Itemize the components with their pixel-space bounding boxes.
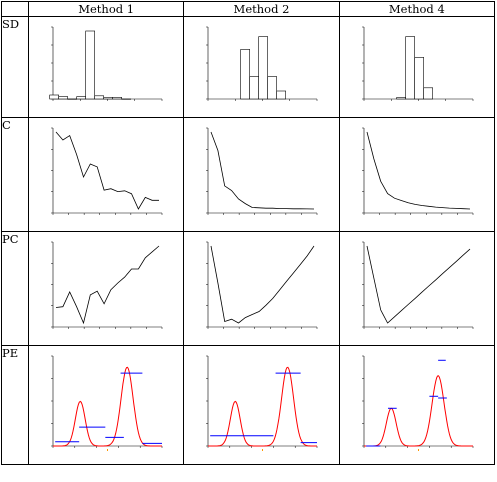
- histogram-bar: [423, 87, 433, 100]
- histogram-bar: [58, 96, 69, 100]
- sd-histogram-method-4: [361, 26, 473, 101]
- results-table: Method 1 Method 2 Method 4 SD C PC PE: [1, 1, 496, 465]
- histogram-bar: [258, 36, 269, 100]
- row-header-pe: PE: [1, 345, 29, 465]
- pe-plot-method-1: [51, 355, 163, 451]
- series-line: [210, 245, 315, 324]
- sd-histogram-method-2: [206, 26, 318, 101]
- series-line: [210, 131, 315, 210]
- histogram-bar: [240, 49, 251, 100]
- histogram-bar: [276, 90, 287, 100]
- histogram-bar: [405, 36, 415, 100]
- sd-histogram-method-1: [49, 26, 163, 101]
- density-curve: [363, 375, 473, 447]
- histogram-bar: [49, 94, 60, 100]
- histogram-bar: [112, 97, 122, 100]
- c-plot-method-4: [361, 127, 473, 215]
- series-line: [366, 245, 470, 324]
- column-header-method-2: Method 2: [183, 1, 340, 17]
- series-line: [366, 131, 470, 210]
- pc-plot-method-4: [361, 241, 473, 329]
- pc-plot-method-2: [206, 241, 318, 329]
- histogram-bar: [396, 97, 406, 100]
- row-header-pc: PC: [1, 231, 29, 346]
- histogram-bar: [103, 97, 113, 100]
- histogram-bar: [76, 96, 87, 100]
- column-header-method-1: Method 1: [27, 1, 185, 17]
- series-line: [55, 245, 160, 325]
- corner-header: [1, 1, 29, 17]
- series-line: [55, 131, 159, 210]
- density-curve: [208, 366, 318, 447]
- histogram-bar: [85, 30, 96, 100]
- c-plot-method-1: [51, 127, 163, 215]
- column-header-method-4: Method 4: [338, 1, 496, 17]
- pc-plot-method-1: [51, 241, 163, 329]
- density-curve: [53, 366, 162, 447]
- row-header-sd: SD: [1, 16, 29, 118]
- histogram-bar: [94, 95, 104, 100]
- histogram-bar: [249, 76, 260, 100]
- histogram-bar: [414, 57, 424, 100]
- row-header-c: C: [1, 117, 29, 232]
- histogram-bar: [267, 76, 278, 100]
- pe-plot-method-4: [361, 355, 473, 451]
- c-plot-method-2: [206, 127, 318, 215]
- pe-plot-method-2: [206, 355, 318, 451]
